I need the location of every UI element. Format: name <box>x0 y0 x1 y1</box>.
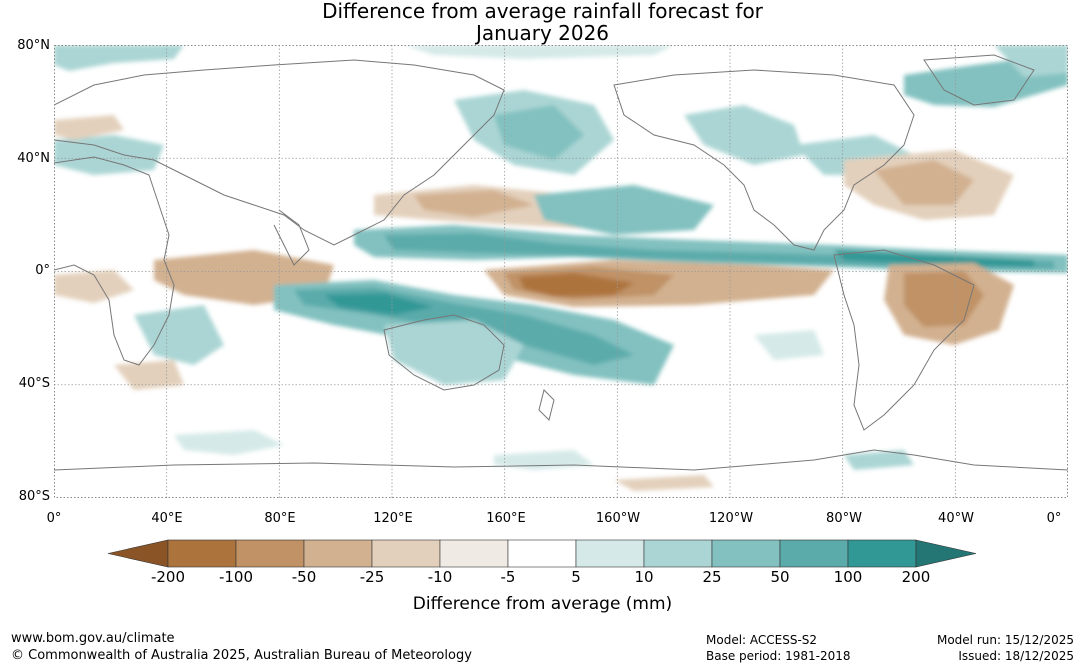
lon-label-0: 0° <box>46 511 62 526</box>
colorbar-title: Difference from average (mm) <box>412 594 673 614</box>
colorbar-box <box>779 539 849 568</box>
colorbar-tick-label: 5 <box>571 568 581 586</box>
lat-label-equator: 0° <box>35 263 50 278</box>
colorbar-tick-label: 50 <box>770 568 790 586</box>
footer-base-period: Base period: 1981-2018 <box>706 649 851 663</box>
colorbar-tick-label: -100 <box>218 568 254 586</box>
colorbar-tick-label: 200 <box>901 568 931 586</box>
lon-label-80e: 80°E <box>264 511 296 526</box>
footer-website: www.bom.gov.au/climate <box>11 631 175 646</box>
map-title: Difference from average rainfall forecas… <box>0 0 1085 44</box>
lat-label-40n: 40°N <box>17 151 50 166</box>
colorbar-arrow-left <box>108 539 169 568</box>
lat-label-40s: 40°S <box>18 376 50 391</box>
colorbar-box <box>371 539 441 568</box>
rainfall-anomaly-map <box>54 45 1068 498</box>
map-border <box>54 45 1068 498</box>
anomaly-fields <box>54 45 1068 491</box>
footer-copyright: © Commonwealth of Australia 2025, Austra… <box>11 648 472 663</box>
lon-label-160w: 160°W <box>595 511 641 526</box>
colorbar-box <box>847 539 917 568</box>
lon-label-40e: 40°E <box>151 511 183 526</box>
colorbar-box <box>235 539 305 568</box>
lon-label-80w: 80°W <box>826 511 862 526</box>
colorbar-box <box>643 539 713 568</box>
footer-issued: Issued: 18/12/2025 <box>958 649 1074 663</box>
footer-model: Model: ACCESS-S2 <box>706 633 818 647</box>
colorbar-box <box>575 539 645 568</box>
map-title-line1: Difference from average rainfall forecas… <box>322 0 763 23</box>
colorbar-tick-label: -10 <box>427 568 453 586</box>
colorbar-tick-label: -5 <box>500 568 516 586</box>
colorbar-box <box>439 539 509 568</box>
lat-label-80s: 80°S <box>18 489 50 504</box>
colorbar <box>108 539 977 568</box>
footer-model-run: Model run: 15/12/2025 <box>936 633 1074 647</box>
graticule <box>54 45 1068 498</box>
lon-label-120e: 120°E <box>373 511 413 526</box>
map-canvas <box>54 45 1068 498</box>
colorbar-box <box>303 539 373 568</box>
colorbar-tick-label: -25 <box>359 568 385 586</box>
colorbar-tick-label: -50 <box>291 568 317 586</box>
colorbar-tick-label: 10 <box>634 568 654 586</box>
colorbar-box <box>711 539 781 568</box>
colorbar-tick-label: 100 <box>833 568 863 586</box>
map-title-line2: January 2026 <box>475 21 610 45</box>
lon-label-160e: 160°E <box>486 511 526 526</box>
colorbar-arrow-right <box>915 539 977 568</box>
colorbar-tick-label: 25 <box>702 568 722 586</box>
lon-label-120w: 120°W <box>708 511 754 526</box>
colorbar-box <box>167 539 237 568</box>
coastlines <box>54 54 1068 471</box>
lon-label-40w: 40°W <box>938 511 974 526</box>
lat-label-80n: 80°N <box>17 38 50 53</box>
colorbar-box <box>507 539 577 568</box>
colorbar-tick-label: -200 <box>150 568 186 586</box>
lon-label-0-east: 0° <box>1046 511 1062 526</box>
